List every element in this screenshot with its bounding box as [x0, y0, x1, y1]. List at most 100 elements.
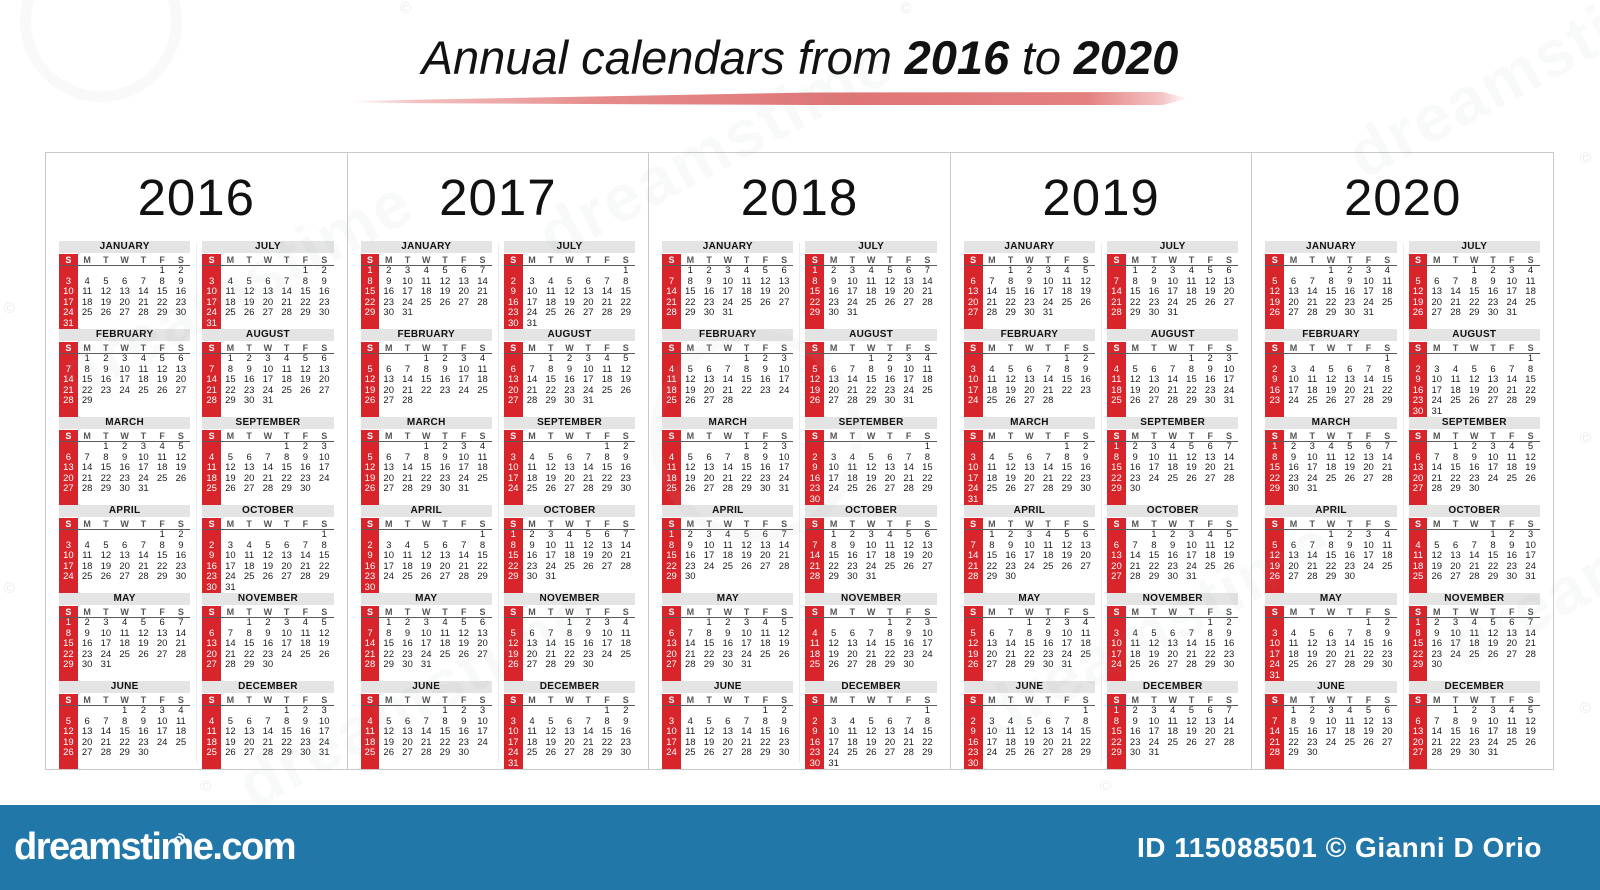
date-cell: 11: [1288, 638, 1299, 649]
date-cell: [541, 583, 560, 594]
date-cell: 20: [703, 472, 715, 484]
month-block: JUNE S M T W T F S 1 2 3 4 5 6 7 8 9 10 11 12 13 14 15 16 17 18 1…: [360, 681, 492, 770]
date-cell: [1020, 495, 1039, 506]
week-row: 9 10 11 12 13 14 15: [202, 550, 333, 562]
date-cell: 17: [1288, 384, 1299, 396]
week-row: 15 16 17 18 19 20 21: [662, 550, 793, 562]
date-cell: 8: [227, 363, 234, 375]
date-cell: [1163, 407, 1182, 418]
weekday-letter: T: [1483, 518, 1503, 530]
date-cell: 7: [1452, 275, 1459, 287]
date-cell: 24: [1487, 472, 1499, 484]
date-cell: 1: [423, 353, 429, 364]
date-cell: 9: [1509, 539, 1515, 551]
weekday-letter: M: [680, 342, 700, 354]
month-grid: S M T W T F S 1 2 3 4 5 6 7 8 9 10 11 12 13 14 15 16 17 18 19 20 21…: [360, 606, 492, 681]
weekday-letter: S: [917, 694, 937, 706]
date-cell: [1001, 319, 1020, 330]
date-cell-sunday: 30: [963, 758, 983, 769]
date-cell: 3: [1188, 529, 1195, 540]
date-cell: 24: [281, 648, 292, 660]
date-cell: 2: [887, 353, 893, 364]
date-cell-sunday: [360, 318, 380, 329]
date-cell: 22: [1450, 472, 1461, 484]
date-cell: [454, 759, 473, 770]
date-cell: 22: [119, 736, 130, 748]
weekday-letter: S: [171, 342, 191, 354]
month-grid: S M T W T F S 1 2 3 4 5 6 7 8 9 10 11 12 13 14 15 16 17 18 19 20 21…: [360, 518, 492, 593]
date-cell: 30: [1306, 747, 1318, 758]
date-cell: [78, 319, 97, 330]
date-cell: [97, 396, 116, 407]
weekday-sunday: S: [1107, 694, 1126, 706]
date-cell: 29: [760, 747, 771, 758]
week-row: [202, 670, 333, 681]
date-cell-sunday: 7: [202, 364, 222, 375]
date-cell: 29: [986, 571, 998, 582]
date-cell: 23: [1129, 472, 1141, 484]
date-cell: 28: [1005, 659, 1016, 670]
date-cell: [398, 407, 417, 418]
date-cell: 25: [1042, 560, 1054, 572]
date-cell: 11: [1506, 451, 1517, 463]
date-cell: [681, 583, 700, 594]
date-cell: 10: [458, 363, 469, 375]
weekday-letter: F: [1359, 694, 1378, 706]
date-cell-sunday: 11: [662, 374, 681, 386]
date-cell: 13: [778, 275, 790, 287]
weekday-sunday: S: [1408, 694, 1428, 706]
date-cell: [1001, 407, 1020, 418]
date-cell: 31: [1487, 747, 1499, 758]
weekday-letter: T: [1446, 430, 1465, 442]
date-cell: 12: [1431, 550, 1443, 561]
date-cell-sunday: [1265, 758, 1285, 769]
date-cell: 10: [477, 715, 488, 727]
month-grid: S M T W T F S 1 2 3 4 5 6 7 8 9 10 11 12 13 14 15 16 17 18 19 20 21…: [1265, 254, 1397, 329]
weekday-letter: F: [1057, 518, 1077, 530]
date-cell: 9: [762, 363, 768, 375]
weekday-sunday: S: [805, 254, 825, 266]
week-row: [662, 318, 793, 329]
date-cell: 16: [402, 638, 413, 649]
date-cell: 29: [601, 747, 613, 758]
date-cell: [541, 266, 560, 277]
weekday-letter: S: [1076, 518, 1096, 530]
date-cell: 4: [246, 539, 252, 551]
weekday-letter: F: [454, 254, 474, 266]
date-cell: 31: [1306, 483, 1318, 494]
date-cell: 9: [246, 363, 252, 375]
week-row: 23 24 25 26 27 28 29: [805, 747, 936, 759]
date-cell: 10: [156, 715, 168, 727]
month-name: OCTOBER: [202, 505, 334, 517]
date-cell: 27: [458, 296, 469, 308]
date-cell-sunday: [1408, 441, 1428, 453]
date-cell: 11: [1061, 275, 1072, 287]
date-cell: [775, 660, 794, 671]
date-cell: 30: [703, 307, 715, 318]
month-grid: S M T W T F S 1 2 3 4 5 6 7 8 9 10 11 12 13 14 15 16 17 18 19 20 21…: [1107, 342, 1239, 418]
date-cell: [240, 407, 259, 418]
week-row: 17 18 19 20 21 22 23: [503, 473, 635, 484]
date-cell-sunday: 22: [1107, 473, 1126, 484]
week-row: [1107, 318, 1238, 329]
date-cell: 29: [1325, 571, 1337, 582]
date-cell: 25: [526, 747, 538, 758]
date-cell: 26: [703, 747, 715, 758]
date-cell: [153, 484, 172, 495]
date-cell: 16: [847, 550, 858, 561]
date-cell: 1: [386, 617, 392, 628]
date-cell: 2: [1026, 265, 1033, 276]
date-cell: 1: [887, 617, 893, 628]
date-cell: [737, 495, 756, 506]
date-cell: 6: [159, 617, 165, 628]
date-cell: [1020, 706, 1039, 717]
date-cell: 13: [1148, 374, 1160, 385]
weekday-letter: W: [1163, 518, 1183, 530]
date-cell: 1: [1188, 353, 1195, 364]
week-row: 15 16 17 18 19 20 21: [1107, 726, 1238, 738]
date-cell: 10: [420, 627, 432, 639]
date-cell: [541, 407, 560, 418]
date-cell: 9: [1471, 451, 1477, 463]
